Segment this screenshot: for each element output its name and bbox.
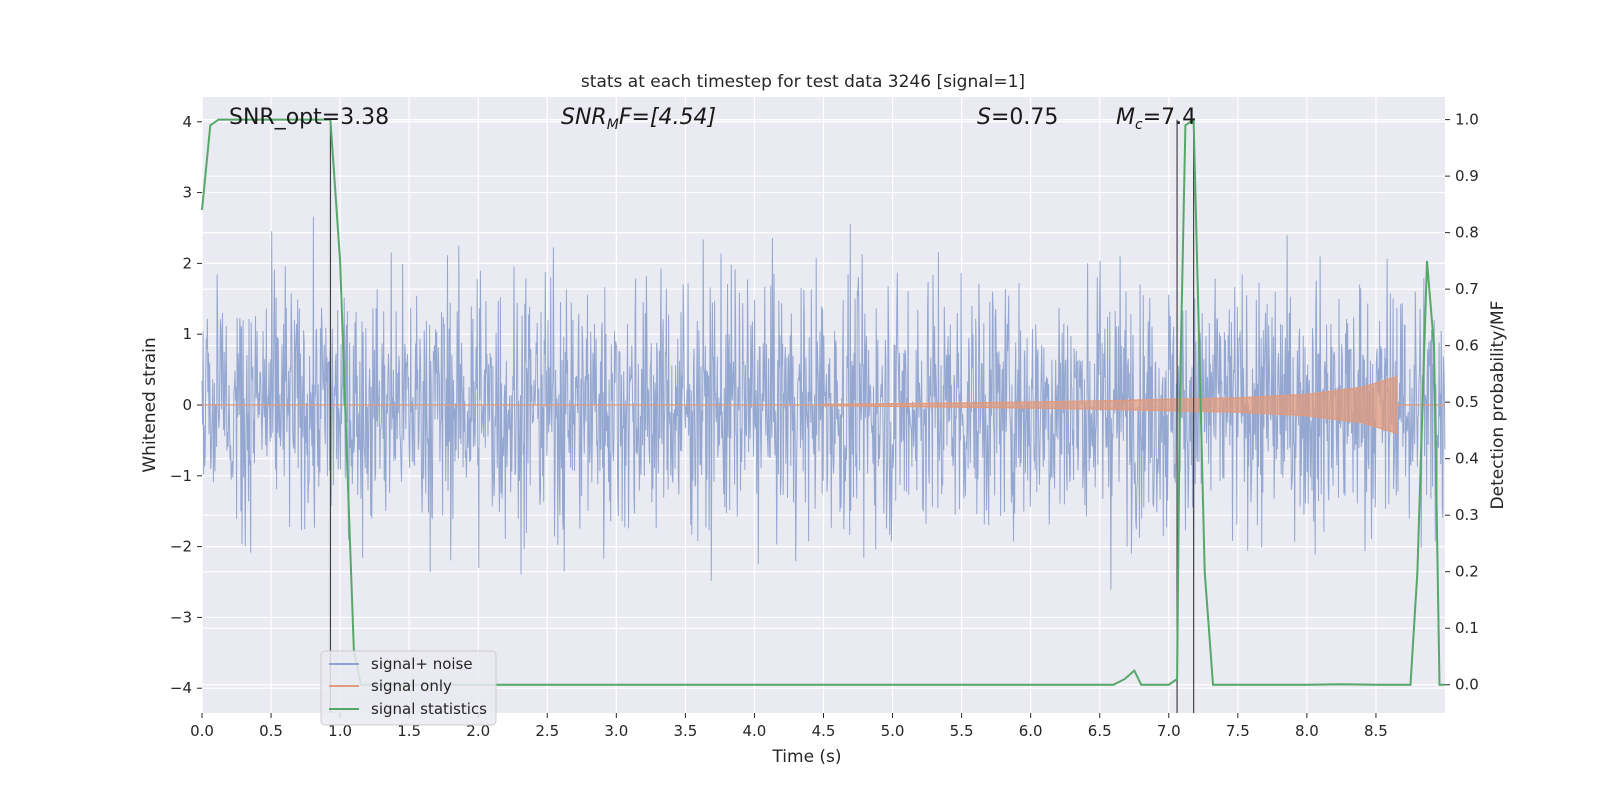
legend-label-signal: signal only: [371, 677, 452, 695]
yl-tick-label-0: 4: [182, 113, 192, 131]
x-axis-label: Time (s): [771, 747, 841, 767]
yl-tick-label-8: −4: [170, 679, 192, 697]
y-axis-left-label: Whitened strain: [140, 337, 160, 472]
yl-tick-label-4: 0: [182, 396, 192, 414]
x-tick-label-15: 7.5: [1226, 722, 1250, 740]
yr-tick-label-7: 0.3: [1455, 506, 1479, 524]
yr-tick-label-9: 0.1: [1455, 619, 1479, 637]
chart-title: stats at each timestep for test data 324…: [581, 72, 1025, 92]
y-axis-left-ticks: 4 3 2 1 0 −1 −2 −3 −4: [170, 113, 202, 697]
yr-tick-label-6: 0.4: [1455, 450, 1479, 468]
annotation-snr-opt: SNR_opt=3.38: [229, 105, 389, 130]
x-tick-label-9: 4.5: [812, 722, 836, 740]
yl-tick-label-2: 2: [182, 254, 192, 272]
x-tick-label-12: 6.0: [1019, 722, 1043, 740]
series-signal-only: [202, 375, 1445, 435]
yr-tick-label-4: 0.6: [1455, 337, 1479, 355]
x-tick-label-6: 3.0: [604, 722, 628, 740]
annotation-snr-mf: SNRMF=[4.54]: [561, 105, 716, 133]
y-axis-right-ticks: 1.0 0.9 0.8 0.7 0.6 0.5 0.4 0.3 0.2 0.1 0.0: [1445, 111, 1479, 694]
yl-tick-label-3: 1: [182, 325, 192, 343]
x-tick-label-14: 7.0: [1157, 722, 1181, 740]
yl-tick-label-6: −2: [170, 538, 192, 556]
yr-tick-label-10: 0.0: [1455, 676, 1479, 694]
legend-box: [320, 650, 497, 726]
x-tick-label-17: 8.5: [1364, 722, 1388, 740]
yl-tick-label-5: −1: [170, 467, 192, 485]
x-tick-label-2: 1.0: [328, 722, 352, 740]
yr-tick-label-3: 0.7: [1455, 280, 1479, 298]
y-axis-right-label: Detection probability/MF: [1488, 301, 1508, 510]
legend-label-stat: signal statistics: [371, 700, 487, 718]
series-signal-plus-noise: [201, 216, 1446, 590]
legend-label-noise: signal+ noise: [371, 655, 473, 673]
yr-tick-label-1: 0.9: [1455, 167, 1479, 185]
x-tick-label-7: 3.5: [673, 722, 697, 740]
x-tick-label-10: 5.0: [881, 722, 905, 740]
x-tick-label-13: 6.5: [1088, 722, 1112, 740]
x-tick-label-16: 8.0: [1295, 722, 1319, 740]
yr-tick-label-0: 1.0: [1455, 111, 1479, 129]
yr-tick-label-5: 0.5: [1455, 393, 1479, 411]
x-tick-label-11: 5.5: [950, 722, 974, 740]
series-signal-statistics: [201, 117, 1445, 686]
annotation-mc: Mc=7.4: [1116, 105, 1196, 133]
yl-tick-label-7: −3: [170, 608, 192, 626]
annotation-s: S=0.75: [977, 105, 1058, 130]
x-tick-label-4: 2.0: [466, 722, 490, 740]
x-tick-label-3: 1.5: [397, 722, 421, 740]
x-tick-label-1: 0.5: [259, 722, 283, 740]
noise-trace: [201, 216, 1446, 590]
yr-tick-label-8: 0.2: [1455, 563, 1479, 581]
legend: signal+ noise signal only signal statist…: [320, 650, 497, 726]
x-axis-ticks: 0.0 0.5 1.0 1.5 2.0 2.5 3.0 3.5 4.0 4.5 5.0 5.5 6.0 6…: [190, 713, 1388, 740]
x-tick-label-8: 4.0: [743, 722, 767, 740]
x-tick-label-5: 2.5: [535, 722, 559, 740]
yl-tick-label-1: 3: [182, 184, 192, 202]
x-tick-label-0: 0.0: [190, 722, 214, 740]
yr-tick-label-2: 0.8: [1455, 224, 1479, 242]
